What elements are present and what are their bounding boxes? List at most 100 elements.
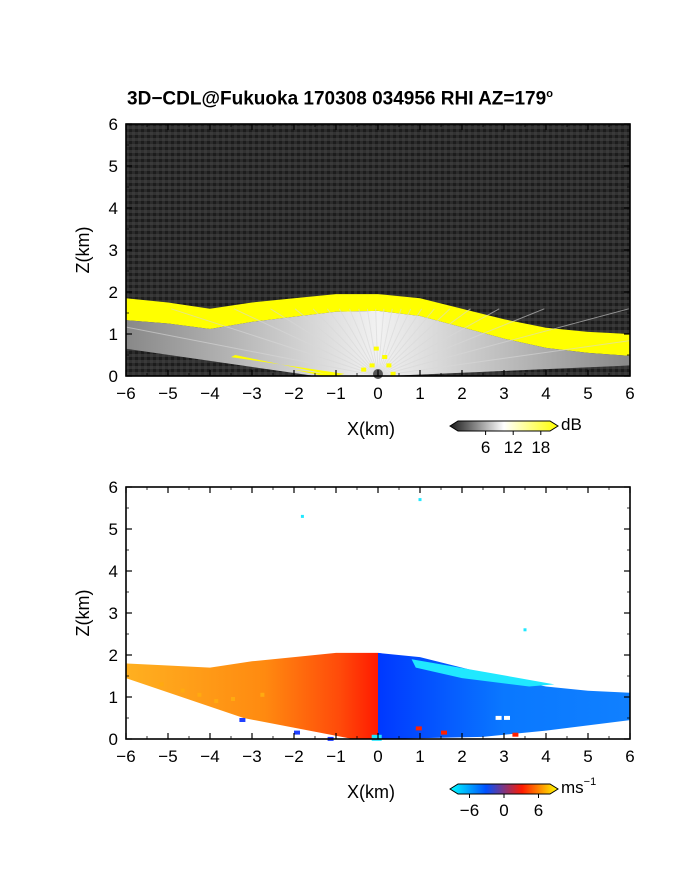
colorbar-unit: dB bbox=[561, 415, 582, 434]
x-tick-label: 2 bbox=[457, 384, 466, 403]
x-tick-label: −1 bbox=[326, 384, 345, 403]
beam-line bbox=[377, 308, 545, 377]
velocity-speckle bbox=[441, 730, 447, 735]
colorbar-tick-label: −6 bbox=[460, 801, 479, 820]
x-tick-label: 2 bbox=[457, 747, 466, 766]
velocity-speckle bbox=[504, 715, 510, 720]
x-axis-label: X(km) bbox=[347, 419, 395, 439]
colorbar-unit-exponent: −1 bbox=[584, 776, 597, 788]
high-intensity-speckle bbox=[373, 346, 379, 351]
x-tick-label: −6 bbox=[116, 384, 135, 403]
velocity-speckle bbox=[231, 697, 235, 701]
high-intensity-speckle bbox=[361, 367, 367, 372]
y-tick-label: 2 bbox=[109, 283, 118, 302]
beam-line bbox=[377, 308, 629, 377]
beam-line bbox=[377, 308, 500, 377]
velocity-speckle bbox=[415, 726, 422, 731]
radar-origin bbox=[371, 734, 382, 741]
y-axis-label: Z(km) bbox=[73, 590, 93, 637]
beam-line bbox=[366, 308, 379, 377]
x-tick-label: −4 bbox=[200, 384, 219, 403]
x-tick-label: 0 bbox=[373, 747, 382, 766]
x-tick-label: 1 bbox=[415, 384, 424, 403]
colorbar-tick-label: 0 bbox=[499, 801, 508, 820]
beam-line bbox=[270, 308, 379, 377]
velocity-speckle bbox=[260, 692, 265, 697]
x-tick-label: 3 bbox=[499, 747, 508, 766]
x-tick-label: 1 bbox=[415, 747, 424, 766]
x-tick-label: −2 bbox=[284, 747, 303, 766]
low-beam-band bbox=[231, 355, 345, 376]
beam-line bbox=[377, 308, 385, 377]
colorbar-tick-label: 6 bbox=[481, 438, 490, 457]
velocity-colorbar bbox=[449, 783, 559, 795]
velocity-speckle bbox=[294, 730, 300, 735]
colorbar-unit: ms−1 bbox=[561, 776, 596, 797]
high-intensity-band bbox=[126, 294, 630, 356]
intensity-colorbar bbox=[449, 420, 559, 432]
y-tick-label: 2 bbox=[109, 646, 118, 665]
y-tick-label: 5 bbox=[109, 520, 118, 539]
beam-line bbox=[294, 308, 379, 377]
beam-line bbox=[377, 308, 423, 377]
strong-negative-band bbox=[411, 659, 555, 687]
y-axis-label: Z(km) bbox=[73, 227, 93, 274]
figure-title-degree: o bbox=[546, 88, 553, 100]
low-beam-band bbox=[294, 369, 336, 376]
beam-line bbox=[326, 308, 379, 377]
isolated-point bbox=[300, 514, 304, 518]
velocity-speckle bbox=[495, 715, 502, 720]
high-intensity-speckle bbox=[390, 371, 396, 376]
beam-line bbox=[377, 308, 412, 377]
x-tick-label: −5 bbox=[158, 747, 177, 766]
x-axis-label: X(km) bbox=[347, 782, 395, 802]
y-tick-label: 3 bbox=[109, 241, 118, 260]
x-tick-label: −6 bbox=[116, 747, 135, 766]
x-tick-label: −5 bbox=[158, 384, 177, 403]
velocity-speckle bbox=[239, 718, 246, 722]
beam-line bbox=[233, 308, 379, 377]
x-tick-label: −3 bbox=[242, 384, 261, 403]
colorbar-tick-label: 12 bbox=[504, 438, 523, 457]
y-tick-label: 3 bbox=[109, 604, 118, 623]
velocity-speckle bbox=[180, 688, 185, 693]
x-tick-label: 5 bbox=[583, 384, 592, 403]
colorbar-tick-label: 18 bbox=[531, 438, 550, 457]
velocity-speckle bbox=[512, 732, 519, 737]
y-tick-label: 1 bbox=[109, 688, 118, 707]
x-tick-label: −1 bbox=[326, 747, 345, 766]
x-tick-label: 6 bbox=[625, 384, 634, 403]
figure-title-text: 3D−CDL@Fukuoka 170308 034956 RHI AZ=179 bbox=[127, 88, 547, 110]
y-tick-label: 0 bbox=[109, 730, 118, 749]
x-tick-label: 4 bbox=[541, 384, 550, 403]
positive-velocity-region bbox=[126, 652, 378, 739]
x-tick-label: 5 bbox=[583, 747, 592, 766]
beam-line bbox=[377, 308, 402, 377]
beam-line bbox=[377, 308, 471, 377]
x-tick-label: 6 bbox=[625, 747, 634, 766]
beam-line bbox=[171, 308, 379, 377]
y-tick-label: 0 bbox=[109, 367, 118, 386]
beam-line bbox=[377, 308, 393, 377]
high-intensity-speckle bbox=[369, 363, 375, 368]
x-tick-label: 4 bbox=[541, 747, 550, 766]
velocity-speckle bbox=[197, 692, 202, 697]
x-tick-label: 3 bbox=[499, 384, 508, 403]
x-tick-label: −3 bbox=[242, 747, 261, 766]
figure-title: 3D−CDL@Fukuoka 170308 034956 RHI AZ=179o bbox=[0, 88, 680, 110]
isolated-point bbox=[418, 498, 422, 502]
colorbar-tick-label: 6 bbox=[534, 801, 543, 820]
y-tick-label: 6 bbox=[109, 115, 118, 134]
y-tick-label: 6 bbox=[109, 478, 118, 497]
high-intensity-speckle bbox=[386, 363, 392, 368]
high-intensity-speckle bbox=[382, 355, 388, 359]
y-tick-label: 5 bbox=[109, 157, 118, 176]
isolated-point bbox=[523, 628, 527, 632]
x-tick-label: 0 bbox=[373, 384, 382, 403]
velocity-speckle bbox=[214, 699, 219, 704]
velocity-speckle bbox=[159, 682, 164, 687]
beam-line bbox=[358, 308, 379, 377]
